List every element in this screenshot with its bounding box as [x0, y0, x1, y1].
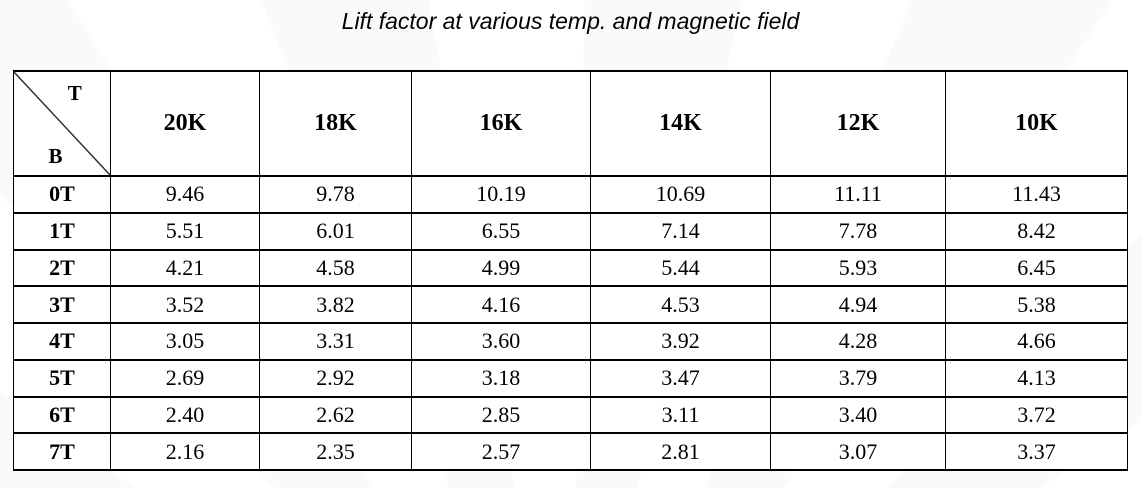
cell-4T-10K: 4.66	[945, 322, 1128, 361]
cell-5T-20K: 2.69	[110, 358, 260, 398]
column-header-12K: 12K	[770, 70, 946, 177]
cell-7T-16K: 2.57	[411, 432, 591, 471]
table-row-3T: 3T 3.52 3.82 4.16 4.53 4.94 5.38	[13, 285, 1128, 324]
cell-4T-16K: 3.60	[411, 322, 591, 361]
cell-2T-14K: 5.44	[590, 248, 771, 288]
cell-4T-20K: 3.05	[110, 322, 260, 361]
table-row-0T: 0T 9.46 9.78 10.19 10.69 11.11 11.43	[13, 175, 1128, 214]
diagonal-divider-icon	[14, 73, 110, 174]
cell-6T-14K: 3.11	[590, 395, 771, 435]
corner-temperature-label: T	[67, 81, 82, 105]
cell-5T-18K: 2.92	[259, 358, 412, 398]
table-body: 0T 9.46 9.78 10.19 10.69 11.11 11.43 1T 5.51 6.01…	[13, 175, 1128, 471]
table-row-7T: 7T 2.16 2.35 2.57 2.81 3.07 3.37	[13, 432, 1128, 471]
cell-0T-20K: 9.46	[110, 175, 260, 214]
cell-7T-14K: 2.81	[590, 432, 771, 471]
cell-3T-10K: 5.38	[945, 285, 1128, 324]
cell-0T-16K: 10.19	[411, 175, 591, 214]
cell-7T-20K: 2.16	[110, 432, 260, 471]
cell-1T-18K: 6.01	[259, 211, 412, 251]
cell-3T-14K: 4.53	[590, 285, 771, 324]
cell-0T-14K: 10.69	[590, 175, 771, 214]
cell-2T-10K: 6.45	[945, 248, 1128, 288]
table-row-6T: 6T 2.40 2.62 2.85 3.11 3.40 3.72	[13, 395, 1128, 435]
cell-6T-12K: 3.40	[770, 395, 946, 435]
cell-4T-18K: 3.31	[259, 322, 412, 361]
table-row-5T: 5T 2.69 2.92 3.18 3.47 3.79 4.13	[13, 358, 1128, 398]
cell-7T-12K: 3.07	[770, 432, 946, 471]
column-header-16K: 16K	[411, 70, 591, 177]
cell-6T-10K: 3.72	[945, 395, 1128, 435]
cell-4T-14K: 3.92	[590, 322, 771, 361]
cell-6T-16K: 2.85	[411, 395, 591, 435]
row-header-6T: 6T	[13, 395, 111, 435]
table-row-1T: 1T 5.51 6.01 6.55 7.14 7.78 8.42	[13, 211, 1128, 251]
cell-0T-12K: 11.11	[770, 175, 946, 214]
row-header-0T: 0T	[13, 175, 111, 214]
cell-2T-16K: 4.99	[411, 248, 591, 288]
cell-3T-12K: 4.94	[770, 285, 946, 324]
row-header-3T: 3T	[13, 285, 111, 324]
corner-field-label: B	[48, 144, 63, 168]
cell-0T-10K: 11.43	[945, 175, 1128, 214]
row-header-5T: 5T	[13, 358, 111, 398]
header-row: T B 20K 18K 16K 14K 12K 10K	[13, 70, 1128, 177]
cell-5T-10K: 4.13	[945, 358, 1128, 398]
cell-2T-12K: 5.93	[770, 248, 946, 288]
row-header-4T: 4T	[13, 322, 111, 361]
cell-1T-12K: 7.78	[770, 211, 946, 251]
row-header-7T: 7T	[13, 432, 111, 471]
row-header-1T: 1T	[13, 211, 111, 251]
column-header-20K: 20K	[110, 70, 260, 177]
cell-7T-18K: 2.35	[259, 432, 412, 471]
chart-title: Lift factor at various temp. and magneti…	[341, 8, 800, 34]
cell-0T-18K: 9.78	[259, 175, 412, 214]
cell-1T-10K: 8.42	[945, 211, 1128, 251]
cell-2T-18K: 4.58	[259, 248, 412, 288]
table-row-2T: 2T 4.21 4.58 4.99 5.44 5.93 6.45	[13, 248, 1128, 288]
cell-4T-12K: 4.28	[770, 322, 946, 361]
cell-6T-18K: 2.62	[259, 395, 412, 435]
cell-5T-16K: 3.18	[411, 358, 591, 398]
cell-3T-20K: 3.52	[110, 285, 260, 324]
cell-1T-14K: 7.14	[590, 211, 771, 251]
cell-6T-20K: 2.40	[110, 395, 260, 435]
cell-1T-16K: 6.55	[411, 211, 591, 251]
cell-2T-20K: 4.21	[110, 248, 260, 288]
cell-5T-12K: 3.79	[770, 358, 946, 398]
corner-cell: T B	[13, 70, 111, 177]
column-header-14K: 14K	[590, 70, 771, 177]
column-header-18K: 18K	[259, 70, 412, 177]
table-row-4T: 4T 3.05 3.31 3.60 3.92 4.28 4.66	[13, 322, 1128, 361]
cell-3T-16K: 4.16	[411, 285, 591, 324]
column-header-10K: 10K	[945, 70, 1128, 177]
cell-3T-18K: 3.82	[259, 285, 412, 324]
row-header-2T: 2T	[13, 248, 111, 288]
lift-factor-table: T B 20K 18K 16K 14K 12K 10K 0T 9.46 9.78 10.19 10…	[13, 70, 1128, 471]
cell-7T-10K: 3.37	[945, 432, 1128, 471]
cell-5T-14K: 3.47	[590, 358, 771, 398]
cell-1T-20K: 5.51	[110, 211, 260, 251]
